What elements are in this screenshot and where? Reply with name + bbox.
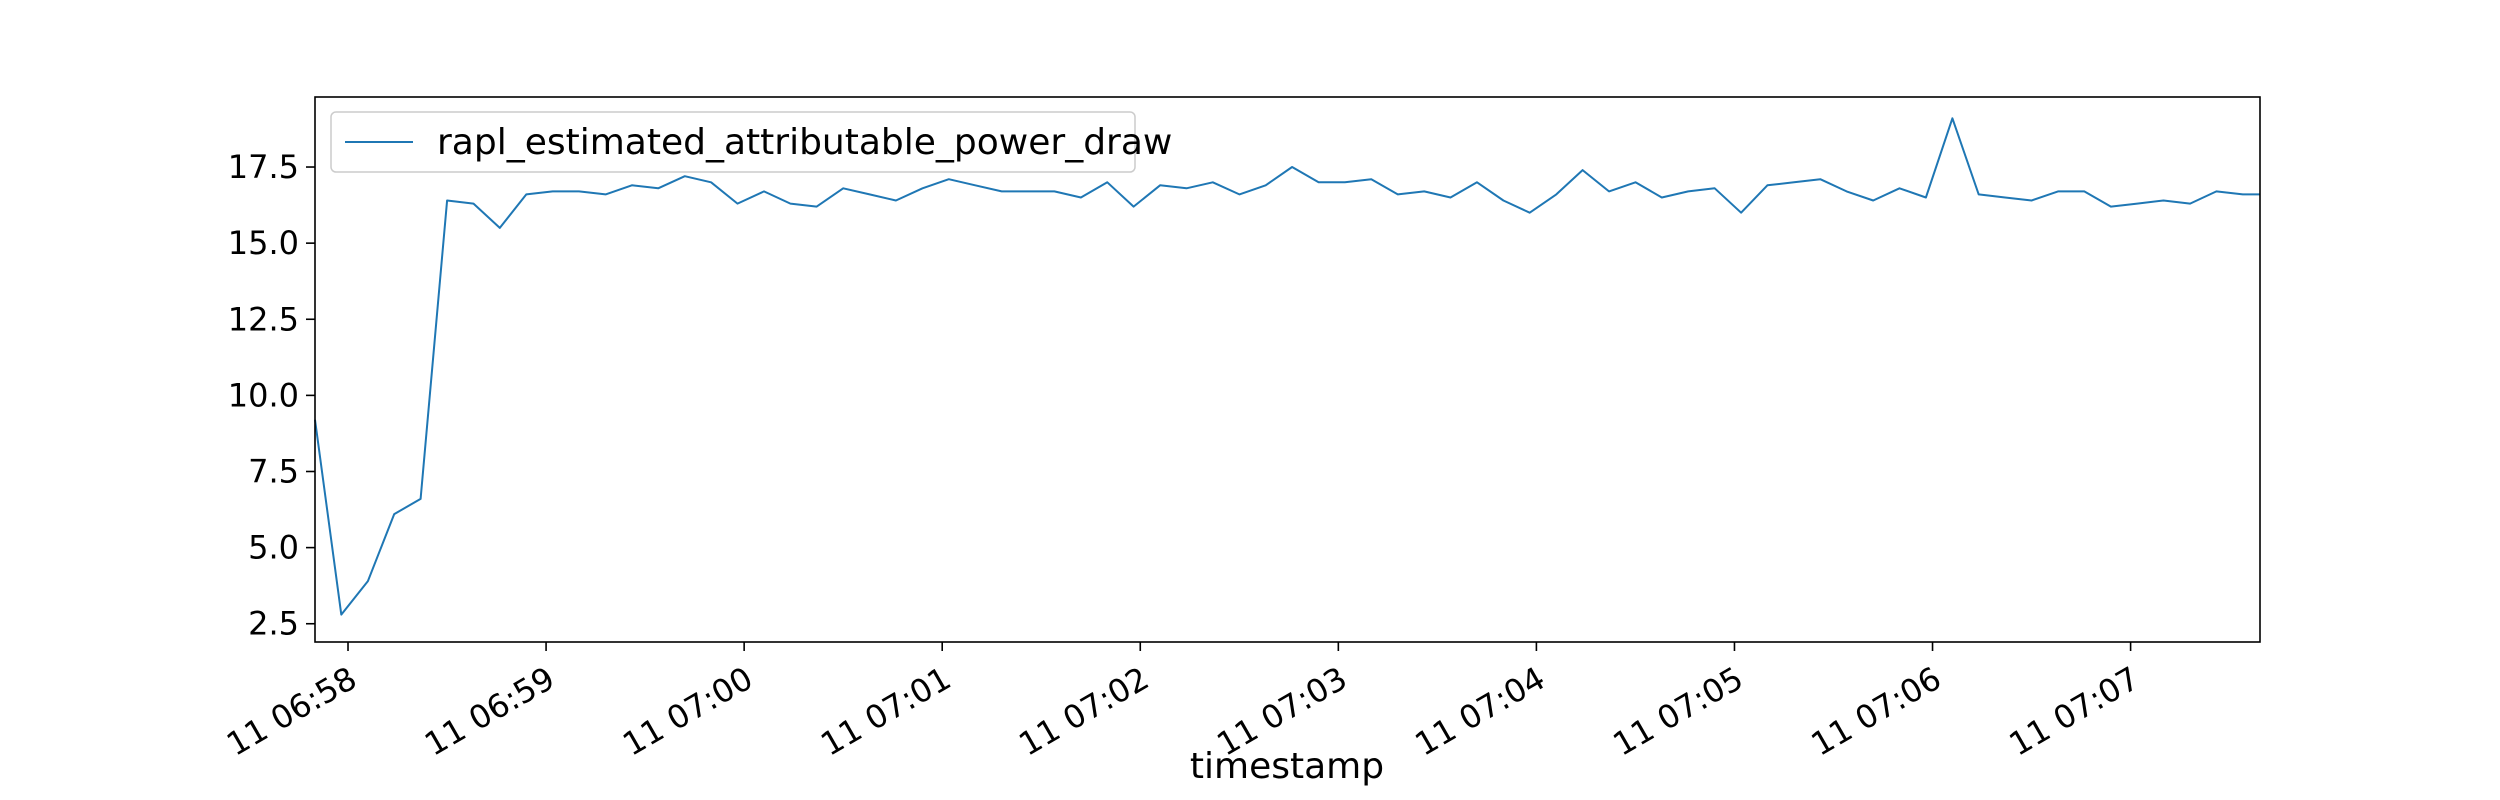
x-tick-label: 11 07:02 <box>1012 659 1155 763</box>
x-tick-label: 11 07:05 <box>1607 659 1750 763</box>
y-tick-label: 17.5 <box>228 148 299 186</box>
x-tick-label: 11 07:07 <box>2003 659 2146 763</box>
x-tick-label: 11 07:00 <box>616 659 759 763</box>
x-tick-label: 11 07:04 <box>1408 659 1551 763</box>
legend-box <box>330 111 1136 173</box>
y-axis-ticks: 2.5 5.0 7.5 10.0 12.5 15.0 17.5 <box>228 148 315 643</box>
plot-area <box>315 97 2260 642</box>
y-tick-label: 7.5 <box>248 452 299 490</box>
y-tick-label: 12.5 <box>228 300 299 338</box>
x-tick-label: 11 07:06 <box>1805 659 1948 763</box>
y-tick-label: 2.5 <box>248 605 299 643</box>
y-tick-label: 10.0 <box>228 376 299 414</box>
x-axis-ticks: 11 06:58 11 06:59 11 07:00 11 07:01 11 07:02… <box>220 642 2146 764</box>
series-line <box>314 117 2260 616</box>
x-tick-label: 11 06:59 <box>418 659 561 763</box>
legend: rapl_estimated_attributable_power_draw <box>330 111 1172 173</box>
plot-frame <box>314 96 2261 643</box>
x-tick-label: 11 06:58 <box>220 659 363 763</box>
legend-label: rapl_estimated_attributable_power_draw <box>437 122 1172 163</box>
x-axis-title: timestamp <box>1190 746 1384 787</box>
x-tick-label: 11 07:01 <box>814 659 957 763</box>
y-tick-label: 5.0 <box>248 529 299 567</box>
y-tick-label: 15.0 <box>228 224 299 262</box>
